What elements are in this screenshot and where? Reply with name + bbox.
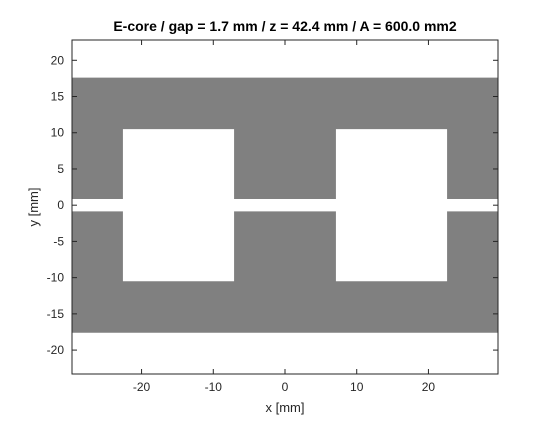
plot-area bbox=[72, 78, 498, 333]
y-tick-label: 15 bbox=[51, 90, 65, 104]
x-tick-label: -10 bbox=[205, 380, 223, 394]
y-tick-label: 5 bbox=[57, 162, 64, 176]
y-tick-label: 10 bbox=[51, 126, 65, 140]
chart-title: E-core / gap = 1.7 mm / z = 42.4 mm / A … bbox=[113, 18, 457, 34]
y-tick-label: 20 bbox=[51, 53, 65, 67]
x-tick-label: -20 bbox=[133, 380, 151, 394]
y-tick-label: -20 bbox=[47, 343, 65, 357]
x-tick-label: 20 bbox=[422, 380, 436, 394]
y-tick-label: -5 bbox=[53, 234, 64, 248]
y-axis-label: y [mm] bbox=[26, 188, 41, 227]
y-tick-label: -15 bbox=[47, 307, 65, 321]
core-polygon-upper-core bbox=[72, 78, 498, 199]
x-tick-label: 10 bbox=[350, 380, 364, 394]
y-tick-label: -10 bbox=[47, 271, 65, 285]
y-tick-label: 0 bbox=[57, 198, 64, 212]
x-axis-label: x [mm] bbox=[266, 400, 305, 415]
x-tick-label: 0 bbox=[282, 380, 289, 394]
core-polygon-lower-core bbox=[72, 211, 498, 332]
